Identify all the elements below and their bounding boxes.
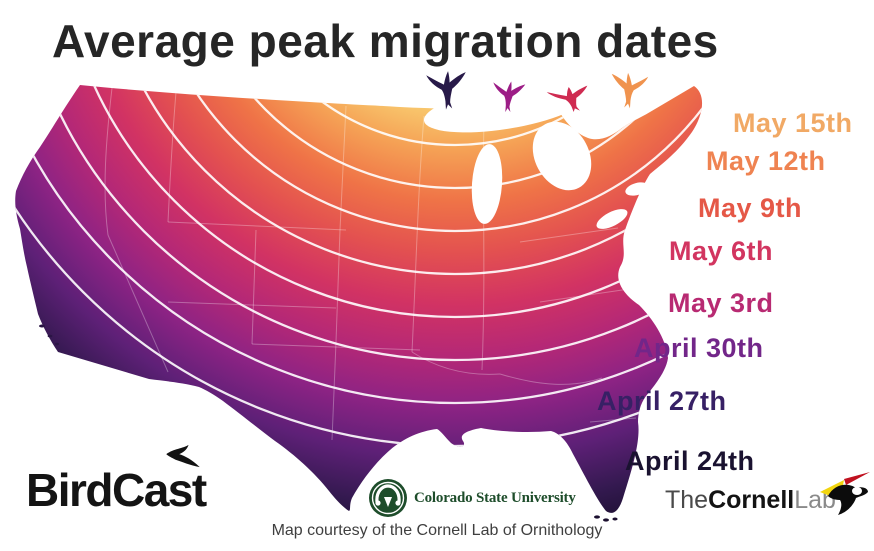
bird-3-icon xyxy=(545,84,595,115)
map-caption: Map courtesy of the Cornell Lab of Ornit… xyxy=(271,522,603,539)
bird-silhouettes xyxy=(426,71,649,115)
birdcast-wordmark: BirdCast xyxy=(26,464,207,516)
us-landmass xyxy=(15,85,703,513)
contour-line xyxy=(185,85,703,190)
bird-1-icon xyxy=(426,71,466,110)
lake-ontario xyxy=(625,182,649,196)
contour-line xyxy=(99,85,703,276)
contour-line xyxy=(15,85,703,362)
contour-line xyxy=(142,85,703,233)
cornell-bird-icon xyxy=(820,472,870,515)
csu-wordmark: Colorado State University xyxy=(414,489,576,506)
band-label-april-27: April 27th xyxy=(597,386,727,416)
contour-line xyxy=(228,85,682,147)
us-migration-map xyxy=(15,83,703,522)
band-label-april-24: April 24th xyxy=(625,446,755,476)
band-label-may-15: May 15th xyxy=(733,108,853,138)
contour-line xyxy=(15,85,703,405)
band-label-may-3: May 3rd xyxy=(668,288,774,318)
channel-islands xyxy=(39,324,59,346)
band-label-may-12: May 12th xyxy=(706,146,826,176)
band-label-may-6: May 6th xyxy=(669,236,774,266)
birdcast-logo: BirdCast xyxy=(26,441,236,517)
lake-huron xyxy=(532,121,592,191)
lake-erie xyxy=(596,209,628,229)
lake-superior xyxy=(423,83,587,133)
great-lakes xyxy=(423,83,649,229)
cornell-lab-logo: TheCornellLab xyxy=(665,486,836,515)
bird-4-icon xyxy=(611,72,649,109)
cornell-lab-name: Cornell xyxy=(708,486,795,514)
page-title: Average peak migration dates xyxy=(52,15,719,67)
band-label-may-9: May 9th xyxy=(698,193,803,223)
contour-line xyxy=(56,85,703,319)
band-label-april-30: April 30th xyxy=(634,333,764,363)
bird-2-icon xyxy=(489,79,526,115)
cornell-lab-prefix: The xyxy=(665,486,709,514)
florida-keys xyxy=(594,515,618,522)
csu-logo: Colorado State University xyxy=(368,478,576,518)
csu-ram-icon xyxy=(369,479,407,517)
birdcast-bird-icon xyxy=(166,444,200,468)
lake-michigan xyxy=(471,144,503,224)
